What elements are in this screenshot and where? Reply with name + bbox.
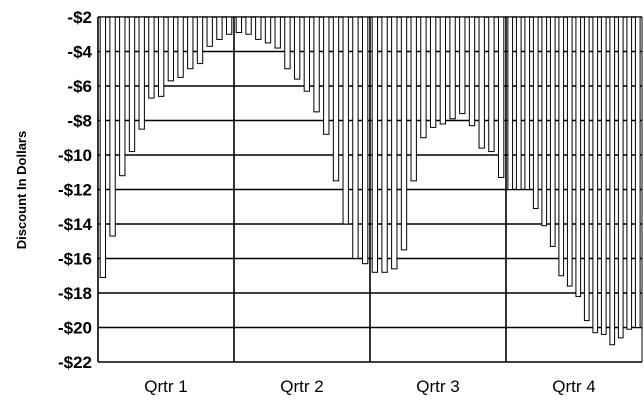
bar <box>99 16 107 278</box>
bar <box>449 16 456 120</box>
bar <box>138 16 145 130</box>
bar <box>313 16 320 113</box>
bar <box>488 16 495 153</box>
category-label: Qrtr 4 <box>552 377 595 396</box>
bar <box>400 16 408 251</box>
bar <box>361 16 369 265</box>
bar <box>549 16 556 247</box>
bar <box>196 16 204 65</box>
category-labels: Qrtr 1 Qrtr 2 Qrtr 3 Qrtr 4 <box>144 377 595 396</box>
bar <box>323 16 330 135</box>
bar <box>532 16 539 209</box>
bar <box>391 16 398 270</box>
bar <box>634 16 641 328</box>
gridlines <box>97 16 643 363</box>
bar <box>264 16 272 44</box>
bar <box>410 16 417 182</box>
y-axis-title: Discount In Dollars <box>14 131 29 249</box>
bar <box>293 16 301 80</box>
bar <box>497 16 505 178</box>
bar <box>592 16 599 334</box>
bar <box>148 16 155 99</box>
bar <box>109 16 116 237</box>
bar <box>177 16 184 78</box>
bar <box>157 16 165 97</box>
bar <box>609 16 616 346</box>
y-tick-label: -$8 <box>67 112 92 131</box>
bar <box>575 16 582 297</box>
bar <box>381 16 388 273</box>
y-tick-labels: -$2 -$4 -$6 -$8 -$10 -$12 -$14 -$16 -$18 -$20 -$22 <box>58 8 93 372</box>
y-tick-label: -$16 <box>58 250 92 269</box>
bar <box>600 16 607 335</box>
y-tick-label: -$20 <box>58 319 92 338</box>
y-tick-label: -$18 <box>58 284 92 303</box>
bar <box>371 16 379 273</box>
bar <box>206 16 213 47</box>
bar <box>235 16 243 34</box>
y-tick-label: -$12 <box>58 181 92 200</box>
bar <box>342 16 349 225</box>
y-tick-label: -$14 <box>58 215 93 234</box>
y-tick-label: -$6 <box>67 77 92 96</box>
bar <box>558 16 565 277</box>
bar <box>128 16 136 153</box>
y-tick-label: -$10 <box>58 146 92 165</box>
bar <box>507 16 514 190</box>
bar <box>216 16 223 40</box>
bar <box>187 16 194 70</box>
y-tick-label: -$22 <box>58 353 92 372</box>
bar <box>429 16 437 128</box>
category-label: Qrtr 2 <box>280 377 323 396</box>
bar <box>332 16 340 182</box>
bar <box>255 16 262 40</box>
bars <box>99 16 641 346</box>
bar <box>352 16 359 259</box>
bar <box>167 16 175 82</box>
bar <box>515 16 522 190</box>
y-tick-label: -$2 <box>67 8 92 27</box>
bar <box>303 16 311 92</box>
bar <box>626 16 633 330</box>
bar <box>478 16 485 149</box>
category-label: Qrtr 1 <box>144 377 187 396</box>
bar <box>541 16 548 227</box>
bar <box>459 16 466 115</box>
bar <box>566 16 573 287</box>
bar <box>245 16 252 35</box>
bar <box>119 16 126 177</box>
bar <box>420 16 427 139</box>
bar <box>468 16 476 127</box>
bar <box>617 16 624 339</box>
bar <box>225 16 233 35</box>
category-label: Qrtr 3 <box>416 377 459 396</box>
bar <box>284 16 291 70</box>
bar <box>274 16 281 49</box>
y-tick-label: -$4 <box>67 43 92 62</box>
bar <box>583 16 590 322</box>
bar <box>439 16 447 125</box>
bar <box>524 16 531 190</box>
